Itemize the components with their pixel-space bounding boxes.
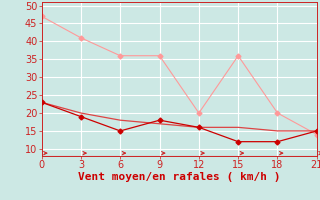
X-axis label: Vent moyen/en rafales ( km/h ): Vent moyen/en rafales ( km/h )	[78, 172, 280, 182]
